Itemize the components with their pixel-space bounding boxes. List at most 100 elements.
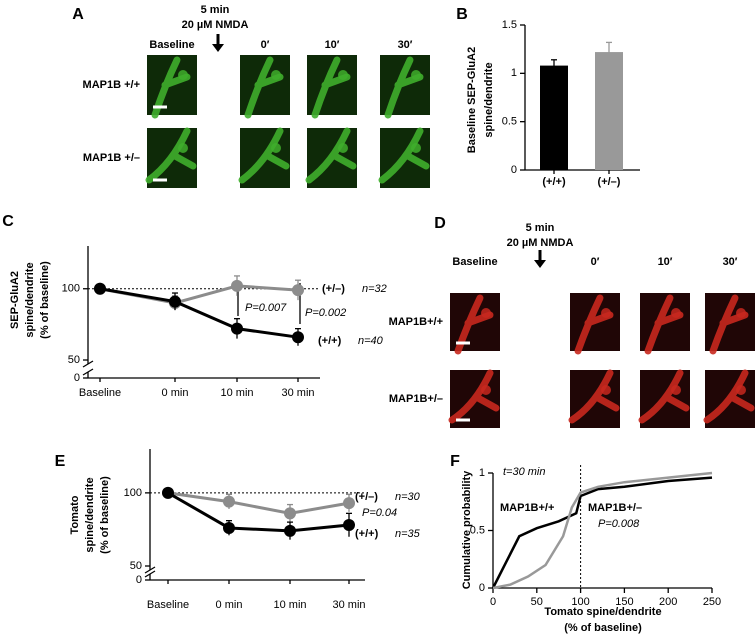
x-tick-label: 30 min: [281, 387, 314, 399]
column-header: Baseline: [149, 39, 194, 51]
spine: [338, 70, 348, 80]
legend-label: (+/+): [318, 335, 342, 347]
y-tick-label: 0: [511, 164, 517, 176]
axis-break: [82, 368, 94, 376]
panel-letter: B: [456, 6, 468, 23]
treatment-label: 20 µM NMDA: [182, 19, 249, 31]
column-header: 10′: [658, 256, 673, 268]
point: [162, 486, 174, 499]
panel-letter: E: [55, 453, 66, 470]
point: [292, 284, 304, 297]
x-tick-label: (+/–): [598, 176, 621, 188]
column-header: 0′: [261, 39, 270, 51]
point: [223, 495, 235, 508]
y-tick-label: 1: [479, 467, 485, 479]
x-tick-label: Baseline: [79, 387, 121, 399]
point: [292, 331, 304, 344]
point: [169, 295, 181, 308]
y-axis-label: Tomato: [69, 495, 81, 534]
x-tick-label: 200: [659, 596, 677, 608]
panel-letter: D: [434, 215, 446, 232]
x-tick-label: Baseline: [147, 599, 189, 611]
dendrite: [305, 127, 357, 184]
bar: [540, 65, 568, 170]
spine: [178, 70, 188, 80]
y-tick-label: 1.5: [502, 19, 517, 31]
y-axis-label: Cumulative probability: [461, 470, 473, 589]
axis-break: [144, 570, 156, 578]
column-header: 30′: [723, 256, 738, 268]
treatment-label: 20 µM NMDA: [507, 237, 574, 249]
column-header: 0′: [591, 256, 600, 268]
x-tick-label: (+/+): [542, 176, 566, 188]
annotation: t=30 min: [503, 466, 546, 478]
series-line: [167, 491, 350, 515]
y-axis-label: spine/dendrite: [24, 262, 36, 337]
spine: [411, 70, 421, 80]
spine: [671, 385, 681, 395]
row-label: MAP1B +/+: [83, 79, 140, 91]
y-axis-label: spine/dendrite: [483, 62, 495, 137]
legend-label: (+/–): [355, 491, 378, 503]
y-tick-label: 0.5: [470, 524, 485, 536]
spine: [338, 143, 348, 153]
x-tick-label: 0 min: [162, 387, 189, 399]
series-line: [167, 491, 350, 533]
y-axis-label: SEP-GluA2: [9, 271, 21, 329]
dendrite: [378, 127, 430, 184]
y-tick-label: 50: [130, 560, 142, 572]
annotation: n=35: [395, 528, 421, 540]
spine: [601, 308, 611, 318]
cdf-line: [492, 471, 713, 590]
arrow-head: [534, 260, 546, 268]
x-tick-label: 10 min: [220, 387, 253, 399]
annotation: n=32: [362, 283, 387, 295]
x-tick-label: 50: [531, 596, 543, 608]
point: [94, 282, 106, 295]
point: [343, 519, 355, 532]
legend-label: (+/–): [322, 283, 345, 295]
y-axis-label: (% of baseline): [99, 476, 111, 554]
y-tick-label: 50: [68, 354, 80, 366]
column-header: 10′: [325, 39, 340, 51]
annotation: P=0.007: [245, 302, 287, 314]
panel-letter: F: [450, 453, 460, 470]
treatment-label: 5 min: [526, 222, 555, 234]
dendrite: [145, 127, 197, 184]
spine: [601, 385, 611, 395]
column-header: 30′: [398, 39, 413, 51]
dendrite: [238, 127, 290, 184]
y-axis-label: (% of baseline): [39, 261, 51, 339]
spine: [671, 308, 681, 318]
spine: [178, 143, 188, 153]
spine: [271, 70, 281, 80]
cdf-line: [491, 476, 713, 589]
annotation: n=40: [358, 335, 384, 347]
y-tick-label: 0: [479, 582, 485, 594]
spine: [481, 308, 491, 318]
x-tick-label: 150: [615, 596, 633, 608]
x-tick-label: 10 min: [273, 599, 306, 611]
legend-label: (+/+): [355, 528, 379, 540]
y-axis-label: spine/dendrite: [84, 477, 96, 552]
annotation: n=30: [395, 491, 421, 503]
spine: [271, 143, 281, 153]
arrow-head: [212, 44, 224, 52]
y-axis-label: Baseline SEP-GluA2: [466, 47, 478, 153]
x-tick-label: 250: [703, 596, 721, 608]
y-tick-label: 0.5: [502, 116, 517, 128]
point: [231, 279, 243, 292]
x-tick-label: 100: [571, 596, 589, 608]
spine: [736, 308, 746, 318]
column-header: Baseline: [452, 256, 497, 268]
row-label: MAP1B+/–: [389, 393, 443, 405]
y-tick-label: 0: [136, 574, 142, 586]
y-tick-label: 0: [74, 372, 80, 384]
spine: [411, 143, 421, 153]
x-tick-label: 0 min: [216, 599, 243, 611]
spine: [481, 385, 491, 395]
x-tick-label: 30 min: [332, 599, 365, 611]
point: [223, 521, 235, 534]
axis-break: [144, 566, 156, 574]
